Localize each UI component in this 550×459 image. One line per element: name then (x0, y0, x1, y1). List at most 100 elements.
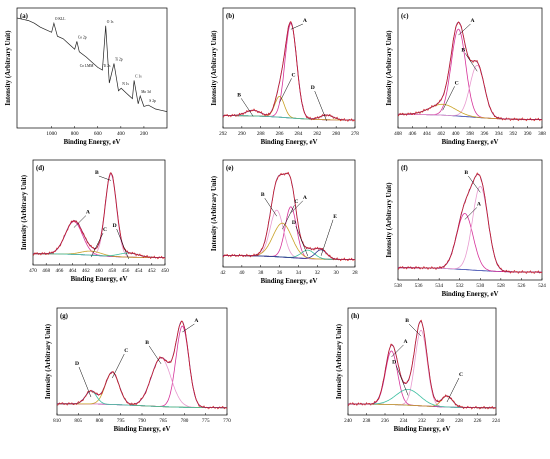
peak-letter-A: A (303, 18, 307, 24)
arrow-A (391, 344, 404, 358)
x-tick-label: 406 (409, 131, 417, 137)
component-D (223, 249, 355, 260)
envelope-line (223, 21, 355, 121)
arrow-A (464, 207, 478, 220)
x-tick-label: 468 (42, 268, 50, 274)
peak-letter-D: D (75, 361, 79, 367)
peak-letter-D: D (392, 359, 396, 365)
peak-letter-A: A (303, 195, 307, 201)
envelope-line (348, 320, 496, 409)
plot-frame (32, 159, 166, 266)
component-C (223, 222, 355, 260)
x-tick-label: 810 (53, 418, 61, 424)
panel-label: (e) (226, 165, 234, 172)
panel-label: (h) (351, 313, 359, 320)
x-tick-label: 200 (140, 131, 148, 137)
x-tick-label: 400 (452, 131, 460, 137)
arrow-A (290, 200, 304, 213)
panel-label: (c) (401, 13, 409, 20)
x-tick-label: 236 (381, 418, 389, 424)
component-C (57, 371, 227, 409)
peak-letter-C: C (292, 72, 296, 78)
arrow-B (148, 345, 162, 365)
raw-data-line (56, 320, 228, 410)
x-tick-label: 282 (313, 131, 321, 137)
panel-label: (g) (60, 313, 68, 320)
peak-letter-B: B (405, 318, 409, 324)
raw-data-line (32, 172, 166, 260)
raw-data-line (397, 21, 543, 122)
x-tick-label: 404 (423, 131, 431, 137)
peak-letter-A: A (470, 18, 474, 24)
x-tick-label: 240 (344, 418, 352, 424)
peak-letter-A: A (403, 339, 407, 345)
arrow-B (468, 175, 481, 193)
arrow-B (264, 198, 277, 217)
x-tick-label: 32 (315, 270, 321, 276)
component-A (348, 350, 496, 409)
x-tick-label: 536 (415, 283, 423, 289)
x-tick-label: 770 (223, 418, 231, 424)
panel-d: 470 468 466 464 462 460 458 456 454 452 450 (d) Bind… (21, 159, 169, 283)
arrow-B (240, 98, 254, 117)
peak-label: Co 2p (78, 35, 87, 39)
panel-c: 408 406 404 402 400 398 396 394 392 390 388 (c) Bind… (386, 7, 546, 146)
peak-letter-D: D (292, 220, 296, 226)
arrow-C (90, 232, 104, 258)
x-tick-label: 228 (455, 418, 463, 424)
x-tick-label: 224 (492, 418, 500, 424)
peak-letter-E: E (333, 214, 337, 220)
plot-frame (16, 7, 168, 129)
peak-letter-B: B (464, 170, 468, 176)
x-tick-label: 462 (82, 268, 90, 274)
peak-label: Co LMM (80, 64, 94, 68)
peak-letter-B: B (95, 170, 99, 176)
y-axis-label: Intensity (Arbitrary Unit) (211, 30, 218, 105)
arrow-C (279, 78, 292, 103)
peak-letter-B: B (261, 192, 265, 198)
arrow-E (320, 219, 334, 256)
y-axis-label: Intensity (Arbitrary Unit) (211, 176, 218, 251)
x-tick-label: 800 (71, 131, 79, 137)
x-tick-label: 40 (239, 270, 245, 276)
arrow-D (395, 365, 409, 396)
x-axis-label: Binding Energy, eV (394, 426, 451, 433)
x-axis-label: Binding Energy, eV (71, 276, 128, 283)
plot-frame (397, 7, 543, 129)
arrow-C (442, 86, 455, 111)
component-A (57, 325, 227, 409)
x-tick-label: 398 (466, 131, 474, 137)
arrow-B (464, 53, 478, 72)
x-tick-label: 232 (418, 418, 426, 424)
arrow-D (314, 90, 327, 122)
x-tick-label: 390 (524, 131, 532, 137)
x-tick-label: 600 (94, 131, 102, 137)
panel-f: 538 536 534 532 530 528 526 524 (f) Binding Energ… (386, 159, 546, 298)
y-axis-label: Intensity (Arbitrary Unit) (386, 30, 393, 105)
peak-letter-B: B (461, 47, 465, 53)
y-axis-label: Intensity (Arbitrary Unit) (45, 324, 52, 399)
peak-letter-A: A (477, 201, 481, 207)
x-tick-label: 286 (276, 131, 284, 137)
x-tick-label: 36 (277, 270, 283, 276)
arrow-B (408, 323, 422, 337)
x-tick-label: 532 (456, 283, 464, 289)
envelope-line (33, 172, 165, 259)
peak-letter-C: C (455, 80, 459, 86)
y-axis-label: Intensity (Arbitrary Unit) (336, 324, 343, 399)
x-tick-label: 396 (481, 131, 489, 137)
x-axis-label: Binding Energy, eV (261, 139, 318, 146)
x-tick-label: 538 (394, 283, 402, 289)
raw-data-line (222, 171, 356, 262)
envelope-line (398, 21, 543, 121)
x-tick-label: 464 (69, 268, 77, 274)
arrow-C (112, 353, 125, 379)
x-axis-label: Binding Energy, eV (114, 426, 171, 433)
plot-frame (222, 159, 356, 268)
component-B (33, 173, 165, 258)
component-C (223, 96, 355, 121)
x-tick-label: 526 (518, 283, 526, 289)
component-B (348, 329, 496, 409)
panel-label: (b) (226, 13, 234, 20)
peak-letter-C: C (459, 372, 463, 378)
